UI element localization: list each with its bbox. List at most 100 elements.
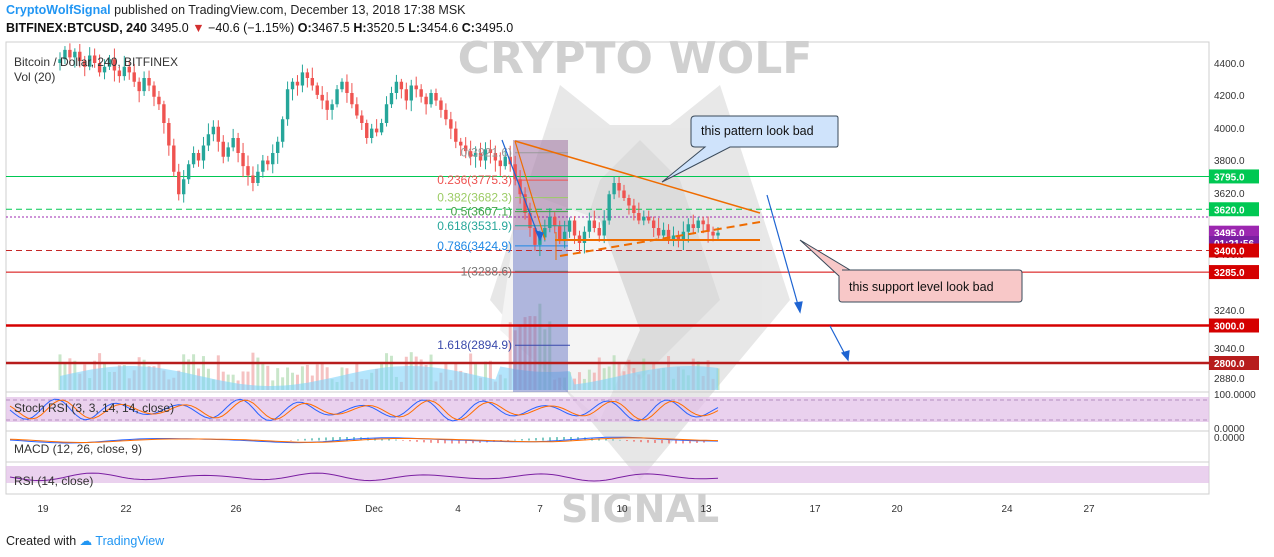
macd-hist-bar: [402, 440, 404, 441]
candle-body: [582, 231, 587, 243]
volume-bar: [241, 371, 245, 390]
volume-bar: [577, 372, 581, 390]
volume-bar: [612, 355, 616, 390]
macd-hist-bar: [612, 439, 614, 441]
rsi-legend: RSI (14, close): [14, 474, 93, 488]
macd-hist-bar: [675, 440, 677, 444]
triangle-pattern[interactable]: [514, 140, 761, 260]
rsi-line: [9, 472, 719, 482]
support-note-text: this support level look bad: [849, 280, 994, 294]
vol-legend: Vol (20): [14, 70, 55, 84]
candle-body: [63, 49, 67, 60]
macd-hist-bar: [472, 440, 474, 444]
candle-body: [612, 183, 616, 195]
candle-body: [434, 93, 438, 101]
high-value: 3520.5: [366, 21, 405, 35]
rsi-band: [6, 466, 1209, 483]
price-levels: [6, 175, 1209, 365]
candle-body: [251, 175, 255, 183]
candle-body: [147, 78, 151, 86]
forecast-arrows[interactable]: [501, 139, 850, 362]
fib-retracement[interactable]: 0(3921.6) 0.236(3775.3) 0.382(3682.3)0.5(3…: [437, 146, 570, 353]
fib-range-highlight: [513, 140, 568, 392]
support-callout[interactable]: this support level look bad: [799, 239, 1023, 303]
candle-body: [132, 72, 136, 82]
candle-body: [68, 49, 72, 58]
candle-body: [553, 216, 557, 227]
candle-body: [157, 96, 161, 105]
pattern-note-text: this pattern look bad: [701, 124, 814, 138]
price-tick: 3800.0: [1214, 156, 1245, 167]
volume-bar: [295, 374, 299, 390]
candle-body: [493, 153, 498, 161]
volume-bar: [305, 364, 309, 390]
candle-body: [498, 160, 503, 167]
macd-hist-bar: [640, 440, 642, 443]
price-axis[interactable]: 4400.0 4200.0 4000.0 3800.0 3620.0 3400.0 3240…: [1214, 59, 1245, 385]
pattern-callout[interactable]: this pattern look bad: [661, 115, 839, 183]
volume-bar: [469, 353, 473, 390]
macd-hist-bar: [696, 440, 698, 443]
candle-body: [236, 138, 240, 153]
fib-label: 1(3288.6): [461, 264, 512, 278]
candle-body: [340, 81, 344, 90]
candle-body: [696, 220, 700, 228]
time-tick: 27: [1083, 504, 1095, 515]
volume-bar: [216, 355, 220, 390]
candle-body: [592, 220, 597, 228]
volume-bar: [592, 372, 596, 390]
candle-body: [429, 93, 433, 105]
candle-body: [275, 141, 280, 153]
macd-hist-bar: [332, 437, 334, 441]
price-tag-box: [1209, 169, 1259, 184]
candle-body: [241, 153, 245, 167]
candle-body: [315, 85, 319, 95]
volume-bar: [320, 362, 324, 390]
candle-body: [404, 89, 409, 101]
stoch-legend: Stoch RSI (3, 3, 14, 14, close): [14, 401, 174, 415]
macd-legend: MACD (12, 26, close, 9): [14, 442, 142, 456]
author-brand[interactable]: CryptoWolfSignal: [6, 3, 111, 17]
volume-bar: [597, 357, 601, 390]
time-axis[interactable]: 19 22 26 Dec 4 7 10 13 17 20 24 27: [37, 504, 1095, 515]
candle-body: [206, 134, 211, 146]
candle-body: [226, 147, 230, 157]
volume-bar: [276, 368, 280, 390]
candle-body: [656, 228, 661, 236]
fib-range-top-highlight: [513, 140, 568, 230]
candle-body: [523, 194, 527, 213]
candles: [58, 43, 720, 257]
macd-hist-bar: [325, 437, 327, 441]
candle-body: [647, 216, 651, 221]
macd-hist-bar: [563, 437, 565, 441]
candle-body: [572, 220, 577, 236]
candle-body: [691, 224, 695, 228]
close-label: C:: [461, 21, 475, 35]
candle-body: [87, 55, 92, 67]
candle-body: [78, 51, 82, 62]
candle-body: [627, 198, 631, 206]
tradingview-logo-icon[interactable]: ☁: [79, 534, 93, 548]
volume-bar: [483, 361, 487, 390]
volume-bar: [548, 321, 552, 390]
candle-body: [196, 153, 201, 161]
macd-hist-bar: [318, 437, 320, 441]
volume-bar: [271, 380, 275, 390]
price-tick: 4200.0: [1214, 91, 1245, 102]
candle-body: [350, 93, 354, 105]
candle-body: [127, 66, 131, 73]
volume-bar: [291, 372, 295, 390]
tradingview-link[interactable]: TradingView: [95, 534, 165, 548]
macd-hist-bar: [542, 437, 544, 441]
candle-body: [637, 213, 641, 221]
candle-body: [483, 149, 488, 161]
price-tag-label: 2800.0: [1214, 359, 1245, 370]
volume-ma-area: [60, 366, 718, 390]
macd-signal-line: [9, 437, 719, 443]
stoch-tick-100: 100.0000: [1214, 390, 1256, 401]
volume-bar: [607, 366, 611, 390]
time-tick: 7: [537, 504, 543, 515]
macd-hist-bar: [507, 440, 509, 441]
volume-bar: [256, 357, 260, 390]
